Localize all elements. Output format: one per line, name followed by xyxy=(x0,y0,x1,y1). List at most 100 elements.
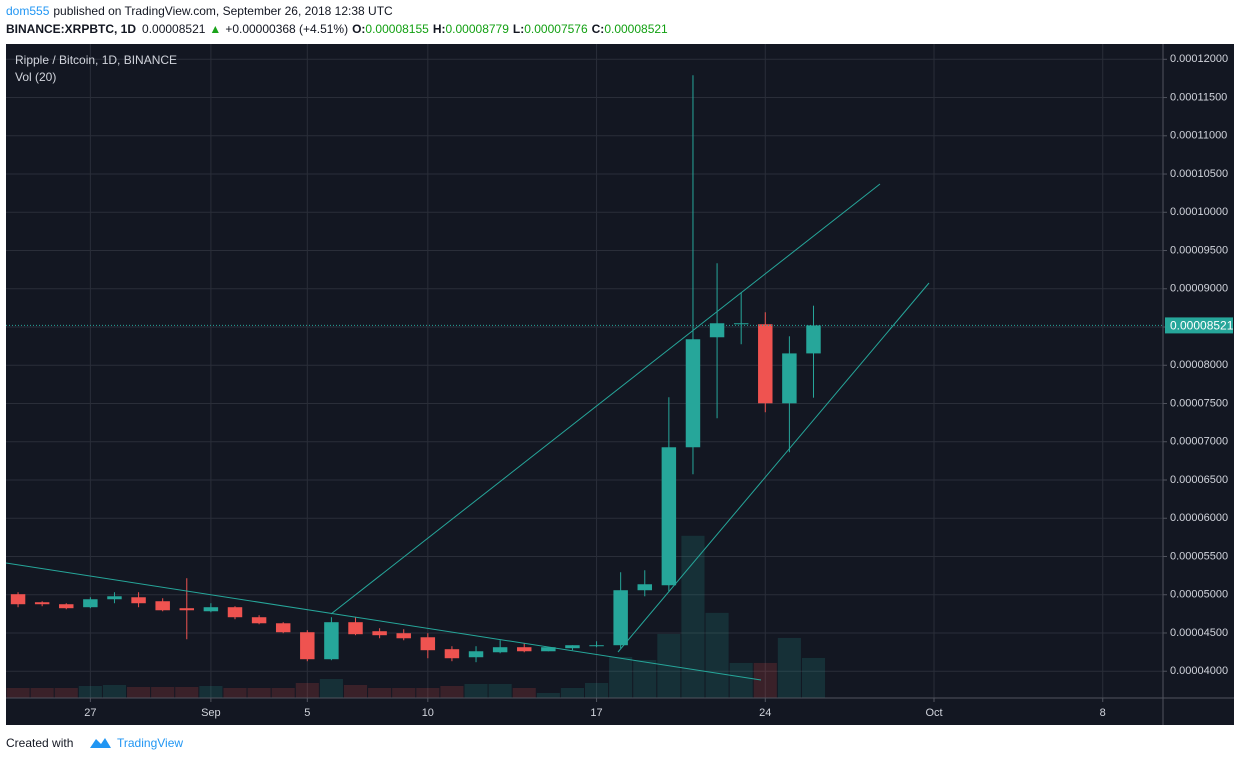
volume-bar xyxy=(729,662,753,698)
y-tick-label: 0.00012000 xyxy=(1170,53,1228,65)
y-tick-label: 0.00010000 xyxy=(1170,206,1228,218)
volume-bar xyxy=(6,687,30,698)
candle-body xyxy=(300,632,315,660)
volume-bar xyxy=(199,685,223,698)
volume-bar xyxy=(102,684,127,698)
candle-body xyxy=(492,647,508,653)
ohlc-value: 0.00008521 xyxy=(604,22,668,36)
ohlc-value: 0.00008779 xyxy=(446,22,510,36)
y-tick-label: 0.00006500 xyxy=(1170,474,1228,486)
last-price-label: 0.00008521 xyxy=(1170,319,1234,333)
candle-body xyxy=(227,607,243,618)
volume-bar xyxy=(319,678,343,698)
volume-bar xyxy=(512,687,536,698)
volume-bar xyxy=(416,687,440,698)
volume xyxy=(6,535,826,698)
candle-body xyxy=(541,647,556,652)
x-tick-label: 10 xyxy=(422,707,434,719)
x-tick-label: Sep xyxy=(201,707,221,719)
volume-bar xyxy=(175,686,199,698)
volume-bar xyxy=(271,687,295,698)
candle-body xyxy=(396,633,411,639)
candle-body xyxy=(155,601,170,611)
last: 0.00008521 xyxy=(142,22,206,36)
trend-line xyxy=(330,183,881,615)
y-tick-label: 0.00005500 xyxy=(1170,550,1228,562)
volume-bar xyxy=(488,683,512,698)
volume-bar xyxy=(223,687,247,698)
candle-body xyxy=(107,596,122,600)
volume-bar xyxy=(151,686,175,698)
volume-bar xyxy=(440,685,464,698)
candle-body xyxy=(348,622,363,635)
candle-body xyxy=(565,645,580,649)
candle-body xyxy=(685,339,701,448)
ohlc-label: H: xyxy=(433,22,446,36)
volume-bar xyxy=(585,682,609,698)
y-tick-label: 0.00011000 xyxy=(1170,130,1227,142)
y-tick-label: 0.00004000 xyxy=(1170,665,1228,677)
candle-body xyxy=(758,324,773,404)
candle-body xyxy=(589,645,604,647)
trend-line xyxy=(5,562,762,681)
candle-body xyxy=(709,323,725,338)
footer-brand[interactable]: TradingView xyxy=(117,736,183,750)
volume-bar xyxy=(777,637,801,698)
candle-body xyxy=(34,602,50,605)
arrow: ▲ xyxy=(209,22,221,36)
y-tick-label: 0.00007000 xyxy=(1170,436,1228,448)
candle-body xyxy=(179,608,195,611)
volume-bar xyxy=(78,685,102,698)
candle-body xyxy=(806,325,821,354)
axes: 0.00004000 0.00004500 0.00005000 0.00005500… xyxy=(6,53,1234,719)
ohlc-label: C: xyxy=(592,22,605,36)
candle-body xyxy=(637,584,652,591)
volume-bar xyxy=(681,535,705,698)
ohlc-value: 0.00007576 xyxy=(524,22,588,36)
last-price-box xyxy=(1165,317,1233,334)
header-line: dom555 published on TradingView.com, Sept… xyxy=(6,4,393,18)
volume-bar xyxy=(633,659,657,698)
candles xyxy=(10,75,821,663)
author[interactable]: dom555 xyxy=(6,4,50,18)
volume-bar xyxy=(247,687,271,698)
volume-bar xyxy=(30,687,54,698)
volume-legend: Vol (20) xyxy=(15,70,56,84)
candle-body xyxy=(59,604,74,609)
volume-bar xyxy=(705,612,729,698)
footer-text: Created with xyxy=(6,736,73,750)
ohlc-value: 0.00008155 xyxy=(365,22,429,36)
volume-bar xyxy=(464,683,488,698)
y-tick-label: 0.00010500 xyxy=(1170,168,1228,180)
trend-lines xyxy=(5,183,930,681)
y-tick-label: 0.00009000 xyxy=(1170,283,1228,295)
trend-line xyxy=(617,282,930,653)
chart-title: Ripple / Bitcoin, 1D, BINANCE xyxy=(15,53,177,67)
candle-body xyxy=(83,599,98,608)
volume-bar xyxy=(609,656,633,698)
candle-body xyxy=(372,631,387,636)
candle-body xyxy=(733,323,749,325)
x-tick-label: 27 xyxy=(84,707,96,719)
candle-body xyxy=(613,590,628,646)
volume-bar xyxy=(753,662,777,698)
y-tick-label: 0.00007500 xyxy=(1170,397,1228,409)
candle-body xyxy=(517,647,532,652)
published: published on TradingView.com, September … xyxy=(53,4,393,18)
candle-body xyxy=(203,607,219,612)
grid xyxy=(6,44,1163,698)
y-tick-label: 0.00008000 xyxy=(1170,359,1228,371)
volume-bar xyxy=(368,687,392,698)
candle-body xyxy=(444,649,460,659)
volume-bar xyxy=(127,686,151,698)
candle-body xyxy=(420,637,436,651)
tradingview-logo[interactable] xyxy=(90,738,111,748)
volume-bar xyxy=(560,687,584,698)
x-tick-label: 5 xyxy=(304,707,310,719)
x-tick-label: Oct xyxy=(925,707,942,719)
candle-body xyxy=(324,622,339,660)
volume-bar xyxy=(343,684,368,698)
candle-body xyxy=(251,617,267,624)
candle-body xyxy=(10,594,26,605)
